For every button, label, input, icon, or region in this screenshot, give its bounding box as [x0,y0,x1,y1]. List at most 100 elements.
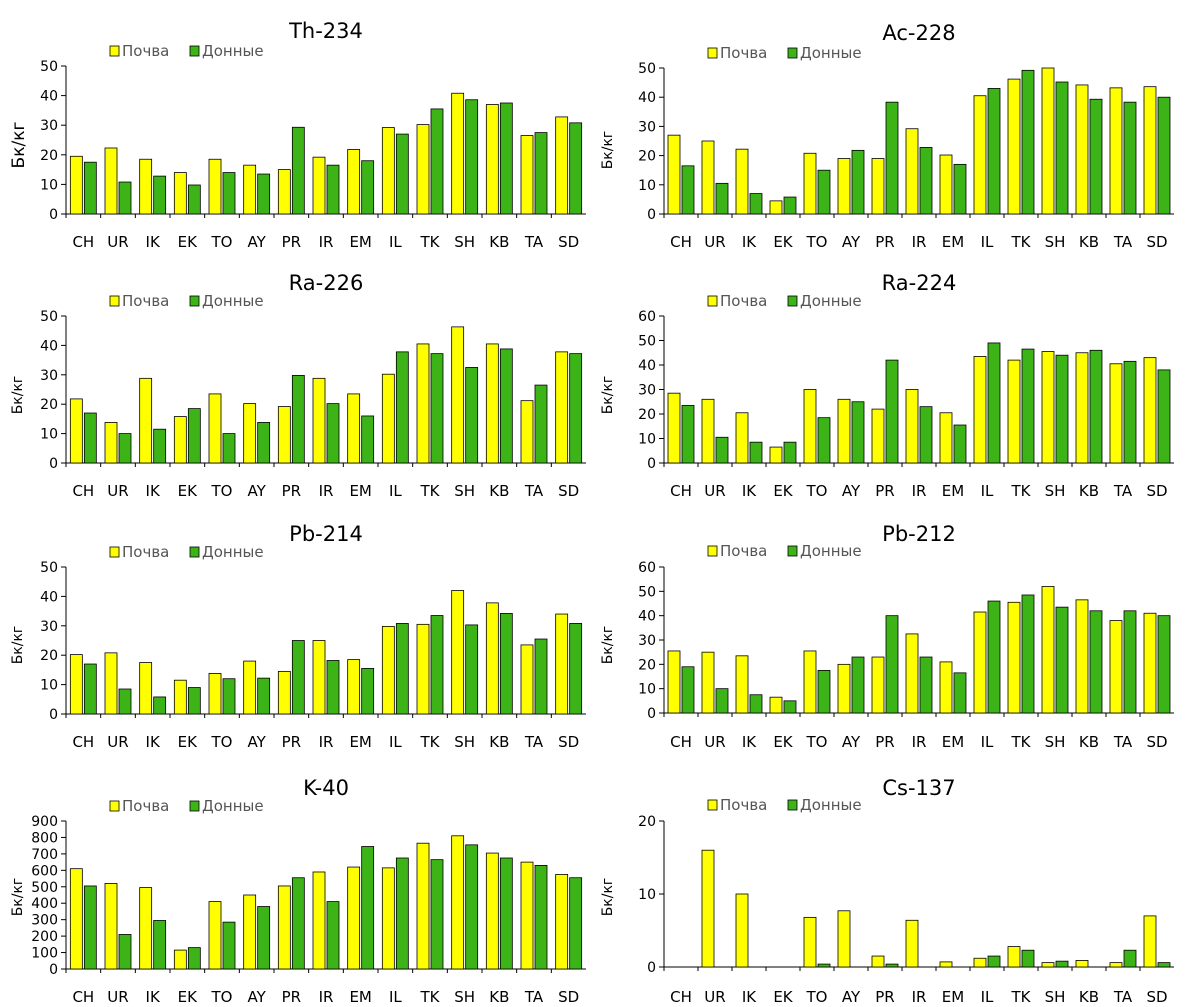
legend-swatch [707,295,718,307]
bar [837,663,851,714]
bar [520,135,534,215]
y-tick-label: 20 [638,657,656,673]
bar [783,196,797,215]
bar [1109,363,1123,464]
x-tick-label: EK [178,988,198,1006]
bar [534,638,548,715]
y-tick-label: 50 [40,309,58,325]
bar [1157,962,1171,968]
bar [416,343,430,464]
bar [153,428,167,464]
x-tick-label: KB [489,233,509,251]
bar [465,624,479,715]
bar [104,147,118,215]
x-tick-label: IK [742,733,757,751]
y-tick-label: 60 [638,309,656,325]
bar [973,611,987,714]
x-tick-label: AY [248,233,267,251]
bar [803,916,817,968]
y-tick-label: 600 [31,863,58,879]
legend-swatch [707,545,718,557]
bar [735,148,749,215]
legend-swatch [787,47,798,59]
bar [1109,87,1123,215]
legend-swatch [109,295,120,307]
bar [569,122,583,215]
bar [208,158,222,215]
bar [326,660,340,715]
bar [667,134,681,215]
bar [499,102,513,215]
bar [430,859,444,970]
y-tick-label: 40 [40,338,58,354]
bar [939,412,953,464]
bar [277,885,291,970]
y-tick-label: 0 [647,456,656,472]
legend-swatch [189,800,200,812]
x-tick-label: SH [454,233,475,251]
bar [208,393,222,464]
bar [905,919,919,968]
bar [326,403,340,464]
bar [243,894,257,970]
x-tick-label: IR [912,988,927,1006]
bar [871,955,885,968]
bar [139,887,153,970]
bar [208,673,222,715]
x-tick-label: IL [981,233,994,251]
x-tick-label: PR [875,988,894,1006]
y-axis-label: Бк/кг [10,376,26,415]
x-tick-label: IK [146,988,161,1006]
bar [277,169,291,215]
bar [520,644,534,715]
bar [1041,67,1055,215]
bar [69,398,83,464]
x-tick-label: TO [806,988,828,1006]
legend-label: Донные [800,292,862,310]
x-tick-label: IL [389,988,402,1006]
bar [817,963,831,968]
chart-panel: Pb-214 Бк/кг 0 10 20 30 40 50 CH UR IK EK TO AY PR IR EM… [10,522,586,751]
bar [243,164,257,215]
bar [153,175,167,215]
x-tick-label: SD [558,733,579,751]
bar [430,108,444,215]
bar [681,405,695,464]
legend-label: Почва [720,542,767,560]
x-tick-label: IL [981,482,994,500]
bar [905,389,919,464]
x-tick-label: TO [211,988,233,1006]
bar [803,389,817,464]
bar [1007,601,1021,714]
bar [187,687,201,715]
legend-label: Донные [202,543,264,561]
y-tick-label: 10 [40,427,58,443]
legend-swatch [189,295,200,307]
x-tick-label: SD [1146,482,1167,500]
bar [277,670,291,715]
x-tick-label: UR [704,233,725,251]
chart-title: Ac-228 [882,21,955,45]
x-tick-label: UR [704,482,725,500]
bar [837,158,851,215]
chart-panel: Cs-137 Бк/кг 0 10 20 CH UR IK EK TO AY PR IR EM IL TK SH… [600,776,1174,1006]
y-tick-label: 30 [40,368,58,384]
bar [667,650,681,714]
legend-label: Донные [800,796,862,814]
chart-title: Pb-212 [882,522,956,546]
bar [485,104,499,215]
bar [83,412,97,464]
y-tick-label: 0 [647,706,656,722]
y-tick-label: 50 [40,59,58,75]
x-tick-label: CH [670,482,692,500]
bar [361,668,375,715]
bar [222,921,236,970]
x-tick-label: TK [420,233,441,251]
bar [534,132,548,215]
bar [715,436,729,464]
bar [326,164,340,215]
bar [381,625,395,715]
x-tick-label: TA [1113,482,1133,500]
x-tick-label: IL [981,988,994,1006]
